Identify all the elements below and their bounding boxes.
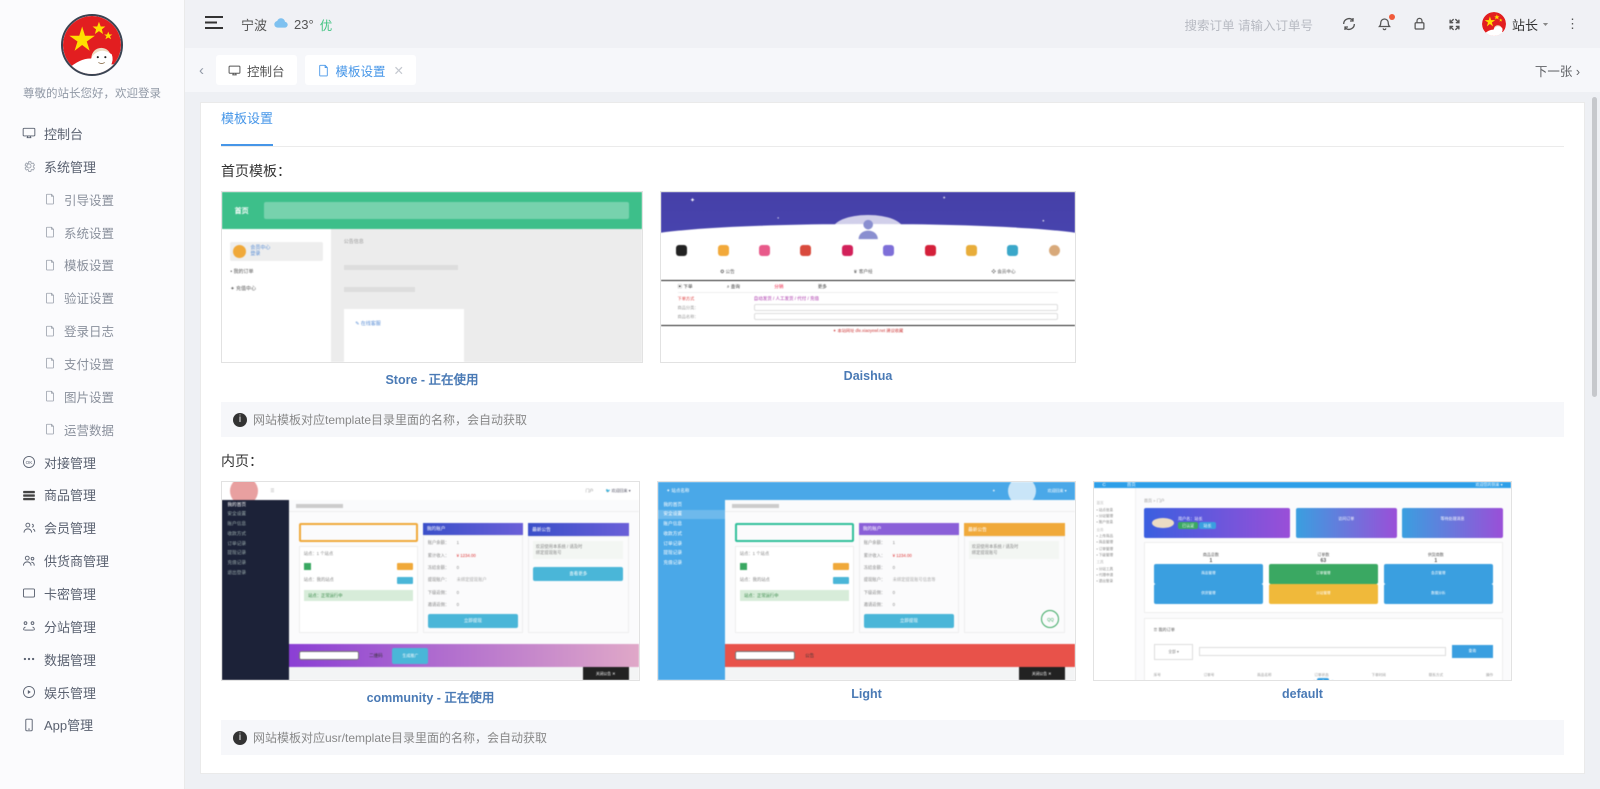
svg-text:OK: OK <box>26 460 34 465</box>
